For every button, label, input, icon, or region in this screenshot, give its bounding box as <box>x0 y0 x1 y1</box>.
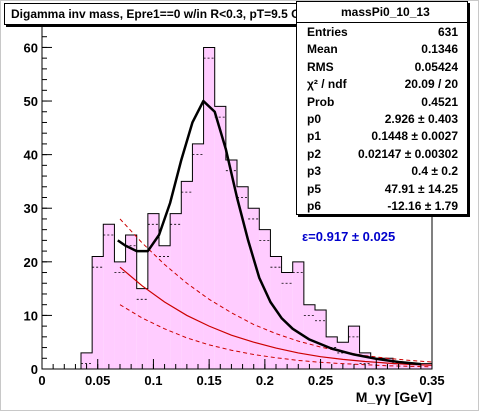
stats-row: p0 2.926 ± 0.403 <box>297 111 467 128</box>
x-tick-label: 0.35 <box>419 373 444 388</box>
fit-total-curve <box>117 99 421 366</box>
histogram-bar <box>348 326 360 369</box>
stats-row: Prob 0.4521 <box>297 94 467 111</box>
stats-value: 2.926 ± 0.403 <box>384 112 458 126</box>
histogram-bar <box>303 304 315 369</box>
histogram-bar <box>270 256 282 369</box>
efficiency-annotation: ε=0.917 ± 0.025 <box>302 229 396 244</box>
y-tick-label: 20 <box>24 255 38 270</box>
stats-row: p6 -12.16 ± 1.79 <box>297 198 467 215</box>
histogram-bar <box>426 363 432 369</box>
histogram-bar <box>259 229 271 369</box>
stats-label: RMS <box>307 59 334 74</box>
stats-label: Entries <box>307 25 348 39</box>
axes: 0 0.05 0.1 0.15 0.2 0.25 0.3 0.35 0 10 20 30 40 50 60 M… <box>24 25 445 405</box>
x-tick-label: 0 <box>38 373 45 388</box>
stats-row: p2 0.02147 ± 0.00302 <box>297 146 467 163</box>
y-tick-label: 0 <box>31 362 38 377</box>
histogram-bar <box>170 213 182 369</box>
stats-value: 20.09 / 20 <box>404 77 458 92</box>
stats-label: χ² / ndf <box>307 77 347 92</box>
x-tick-label: 0.15 <box>196 373 221 388</box>
background-upper-curve <box>119 218 433 363</box>
histogram-bar <box>136 288 148 369</box>
y-tick-label: 50 <box>24 94 38 109</box>
stats-label: Prob <box>307 94 335 109</box>
histogram-bar <box>281 272 293 369</box>
stats-name: massPi0_10_13 <box>341 5 430 19</box>
stats-value: 0.4521 <box>421 94 458 109</box>
title-box: Digamma inv mass, Epre1==0 w/in R<0.3, p… <box>4 3 334 25</box>
stats-value: 631 <box>437 25 458 39</box>
y-tick-label: 10 <box>24 308 38 323</box>
histogram-bar <box>192 143 204 369</box>
histogram-bar <box>292 261 304 369</box>
x-tick-label: 0.1 <box>144 373 162 388</box>
stats-value: 0.05424 <box>414 59 458 74</box>
histogram-bar <box>248 208 260 369</box>
stats-label: p2 <box>307 146 322 161</box>
chart-title: Digamma inv mass, Epre1==0 w/in R<0.3, p… <box>11 7 316 21</box>
stats-value: 0.1346 <box>421 42 458 57</box>
histogram-bar <box>181 181 193 369</box>
stats-divider <box>297 22 467 23</box>
histogram-bar <box>125 235 137 369</box>
histogram-bar <box>326 336 338 369</box>
histogram-bar <box>81 352 93 369</box>
stats-value: 47.91 ± 14.25 <box>384 181 458 196</box>
x-tick-label: 0.2 <box>256 373 274 388</box>
stats-value: -12.16 ± 1.79 <box>387 199 458 213</box>
histogram-bar <box>159 245 171 369</box>
background-lower-curve <box>119 304 433 368</box>
x-axis-label: M_γγ [GeV] <box>356 389 432 405</box>
histogram-bar <box>337 342 349 369</box>
stats-value: 0.4 ± 0.2 <box>411 164 458 179</box>
stats-value: 0.02147 ± 0.00302 <box>357 146 458 161</box>
histogram-bar <box>114 261 126 369</box>
stats-row: RMS 0.05424 <box>297 59 467 76</box>
background-curve <box>119 266 433 366</box>
histogram-bar <box>237 186 249 369</box>
stats-label: p1 <box>307 129 322 144</box>
stats-row: p1 0.1448 ± 0.0027 <box>297 128 467 145</box>
y-tick-label: 40 <box>24 148 38 163</box>
histogram-outline <box>80 46 433 369</box>
stats-row: p5 47.91 ± 14.25 <box>297 181 467 198</box>
stats-label: p5 <box>307 181 322 196</box>
histogram-bar <box>214 106 226 369</box>
stats-label: p6 <box>307 199 322 213</box>
stats-row: Mean 0.1346 <box>297 41 467 58</box>
stats-box: massPi0_10_13 Entries 631 Mean 0.1346 RMS 0.0… <box>296 1 468 215</box>
fit-curves <box>117 99 433 368</box>
y-tick-label: 60 <box>24 40 38 55</box>
stats-value: 0.1448 ± 0.0027 <box>371 129 458 144</box>
histogram-bar <box>203 47 215 369</box>
histogram-bar <box>147 213 159 369</box>
stats-label: p0 <box>307 112 322 126</box>
stats-row: p3 0.4 ± 0.2 <box>297 163 467 180</box>
histogram-bar <box>315 310 327 369</box>
x-tick-label: 0.05 <box>85 373 110 388</box>
x-tick-label: 0.25 <box>308 373 333 388</box>
stats-label: p3 <box>307 164 322 179</box>
stats-row: Entries 631 <box>297 24 467 41</box>
x-tick-label: 0.3 <box>367 373 385 388</box>
stats-label: Mean <box>307 42 338 57</box>
histogram-bar <box>103 224 115 369</box>
histogram-bar <box>92 256 104 369</box>
histogram-bar <box>225 159 237 369</box>
y-tick-label: 30 <box>24 201 38 216</box>
stats-row: χ² / ndf 20.09 / 20 <box>297 76 467 93</box>
